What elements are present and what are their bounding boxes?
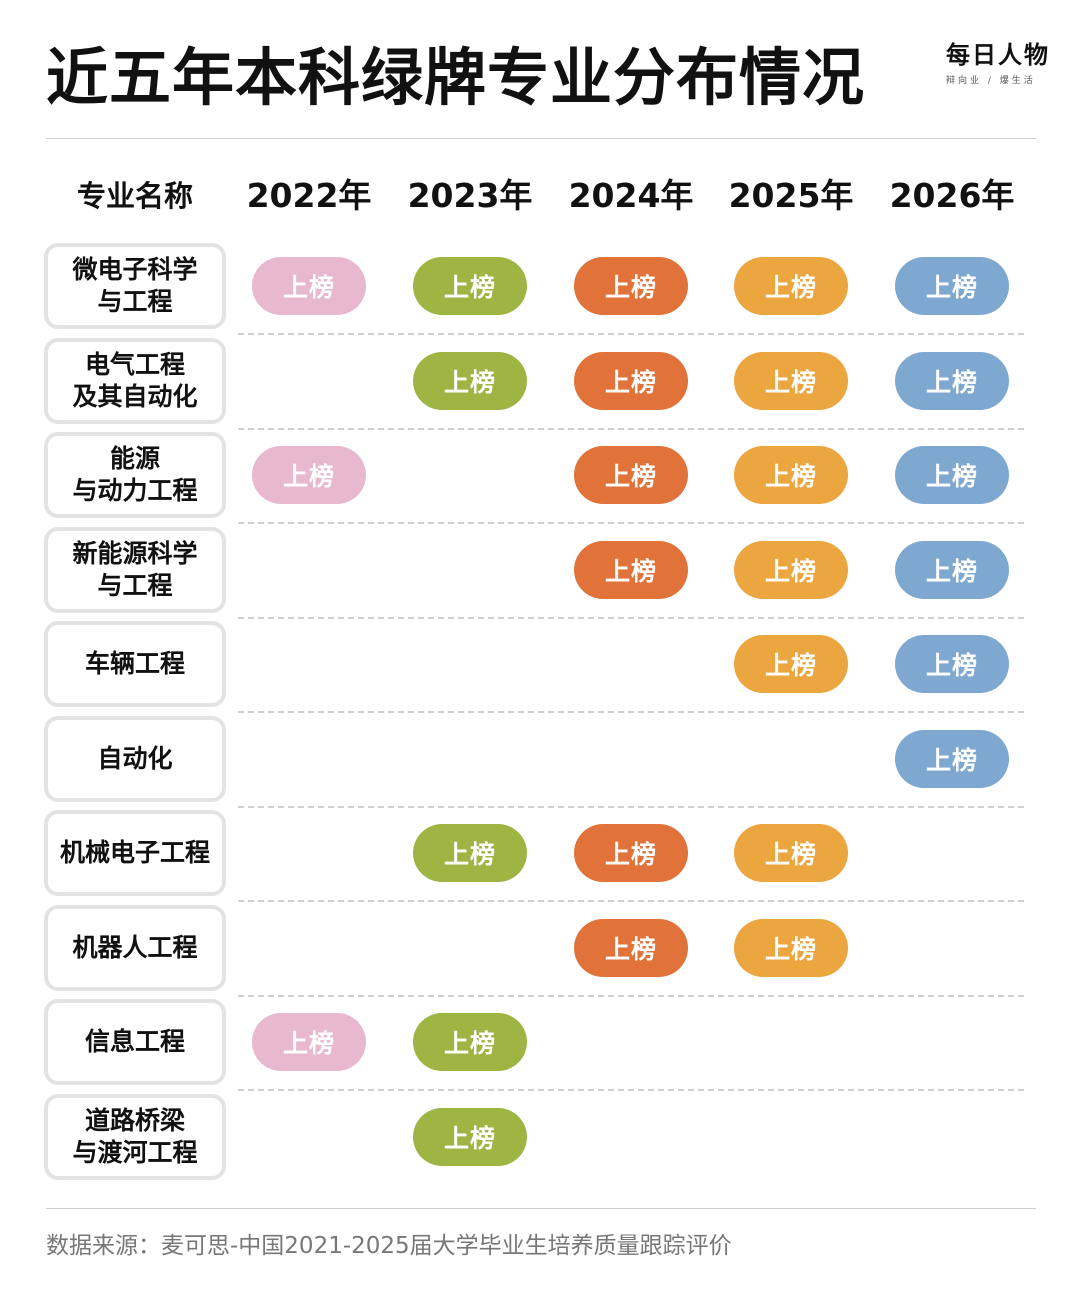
row-separator (238, 427, 1024, 430)
listed-badge: 上榜 (574, 824, 688, 882)
page-title: 近五年本科绿牌专业分布情况 (46, 41, 866, 114)
column-header: 2023年 (407, 176, 533, 215)
row-separator (238, 616, 1024, 619)
major-name-cell: 电气工程 及其自动化 (44, 337, 226, 424)
listed-badge: 上榜 (574, 540, 688, 599)
data-source: 数据来源：麦可思-中国2021-2025届大学毕业生培养质量跟踪评价 (46, 1233, 732, 1259)
row-separator (238, 805, 1024, 808)
major-name-cell: 能源 与动力工程 (44, 432, 226, 518)
row-separator (238, 333, 1024, 335)
major-name-cell: 机器人工程 (44, 904, 226, 991)
major-name-cell: 微电子科学 与工程 (44, 243, 226, 329)
brand-name: 每日人物 (946, 41, 1050, 69)
listed-badge: 上榜 (895, 540, 1009, 599)
brand-tagline: 辩向业 / 爆生活 (946, 76, 1036, 86)
listed-badge: 上榜 (895, 351, 1009, 410)
listed-badge: 上榜 (734, 257, 848, 315)
listed-badge: 上榜 (895, 257, 1009, 315)
listed-badge: 上榜 (413, 351, 527, 410)
listed-badge: 上榜 (734, 351, 848, 410)
listed-badge: 上榜 (574, 351, 688, 410)
listed-badge: 上榜 (734, 540, 848, 599)
listed-badge: 上榜 (252, 257, 366, 315)
brand-logo: 每日人物 辩向业 / 爆生活 (946, 40, 1056, 88)
listed-badge: 上榜 (895, 729, 1009, 788)
row-separator (238, 711, 1024, 713)
major-name-cell: 道路桥梁 与渡河工程 (44, 1093, 226, 1180)
listed-badge: 上榜 (252, 446, 366, 504)
major-name-cell: 机械电子工程 (44, 810, 226, 896)
row-separator (238, 522, 1024, 524)
row-separator (238, 994, 1024, 997)
row-separator (238, 900, 1024, 902)
major-name-cell: 新能源科学 与工程 (44, 526, 226, 613)
header-major-name: 专业名称 (76, 179, 193, 213)
listed-badge: 上榜 (574, 257, 688, 315)
listed-badge: 上榜 (574, 918, 688, 977)
column-header: 2026年 (889, 176, 1015, 215)
major-name-cell: 车辆工程 (44, 621, 226, 707)
listed-badge: 上榜 (252, 1013, 366, 1071)
listed-badge: 上榜 (413, 1013, 527, 1071)
listed-badge: 上榜 (734, 635, 848, 693)
listed-badge: 上榜 (734, 446, 848, 504)
top-divider (46, 138, 1036, 139)
bottom-divider (46, 1208, 1036, 1209)
listed-badge: 上榜 (895, 446, 1009, 504)
major-name-cell: 自动化 (44, 715, 226, 802)
column-header: 2025年 (728, 176, 854, 215)
listed-badge: 上榜 (734, 824, 848, 882)
listed-badge: 上榜 (413, 824, 527, 882)
column-header: 2022年 (246, 176, 372, 215)
listed-badge: 上榜 (413, 1107, 527, 1166)
listed-badge: 上榜 (574, 446, 688, 504)
listed-badge: 上榜 (895, 635, 1009, 693)
listed-badge: 上榜 (413, 257, 527, 315)
major-name-cell: 信息工程 (44, 999, 226, 1085)
listed-badge: 上榜 (734, 918, 848, 977)
row-separator (238, 1089, 1024, 1091)
column-header: 2024年 (568, 176, 694, 215)
